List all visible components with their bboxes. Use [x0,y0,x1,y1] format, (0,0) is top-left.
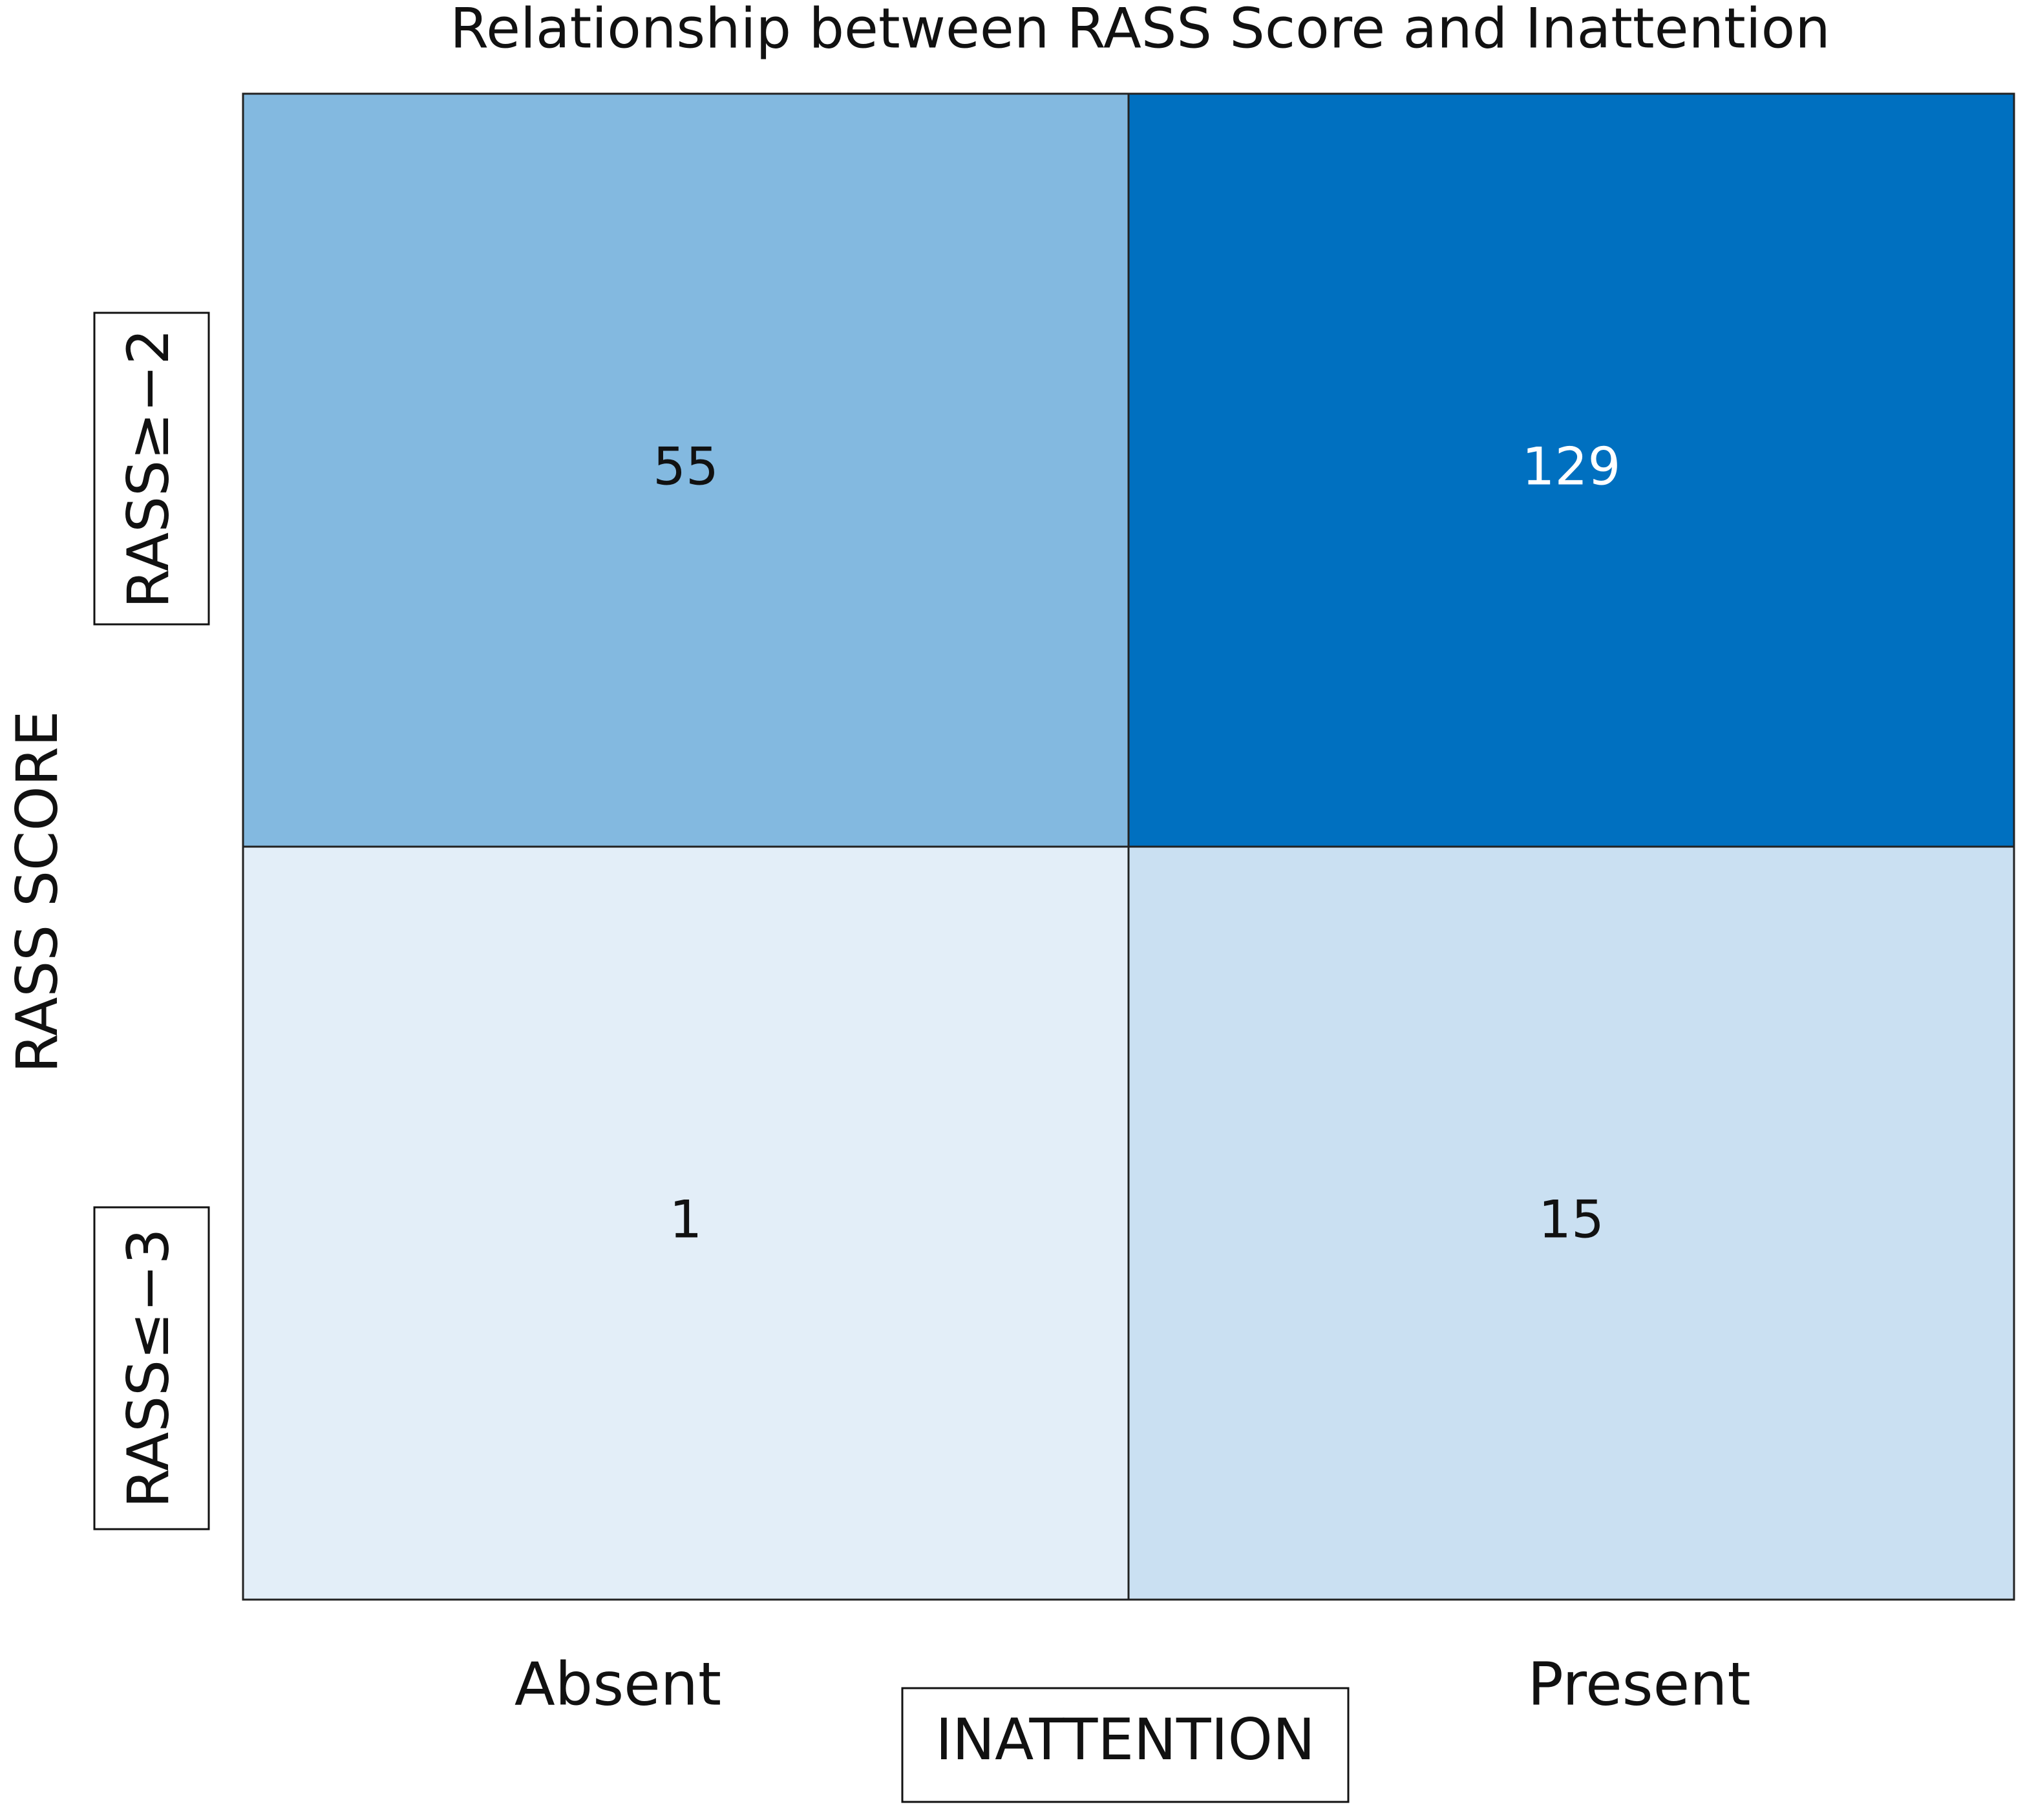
heatmap-cell [242,92,1130,848]
cell-value-label: 129 [1522,436,1621,496]
chart-title: Relationship between RASS Score and Inat… [450,0,1830,61]
label-box [93,312,210,626]
cell-value-label: 15 [1538,1189,1604,1249]
x-tick-label: Absent [514,1649,721,1719]
label-box [901,1687,1350,1803]
heatmap-cell [1127,845,2015,1601]
y-tick-label: RASS≤−3 [115,1229,182,1508]
y-tick-label: RASS≥−2 [115,329,182,609]
cell-value-label: 1 [670,1189,703,1249]
label-box [93,1206,210,1530]
x-tick-label: Present [1527,1649,1750,1719]
heatmap-cell [242,845,1130,1601]
x-axis-label: INATTENTION [935,1706,1315,1773]
cell-value-label: 55 [653,436,719,496]
y-axis-label: RASS SCORE [4,711,70,1074]
